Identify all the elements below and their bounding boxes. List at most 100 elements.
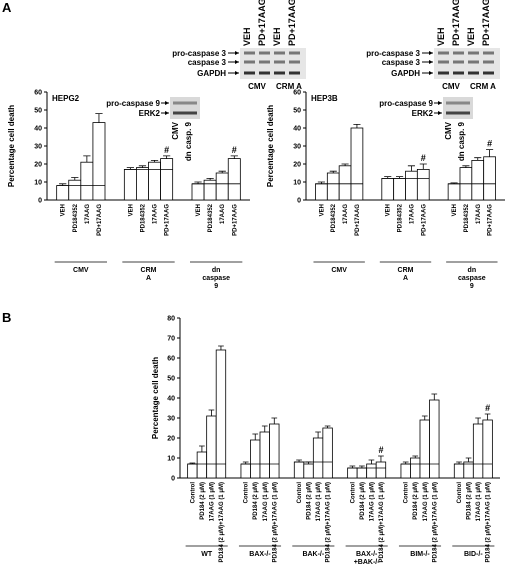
bar (227, 158, 241, 201)
error-bar (199, 445, 205, 452)
blot-band (453, 71, 464, 75)
blot-row-label: pro-caspase 3 (366, 49, 420, 58)
y-tick-label: 30 (293, 144, 301, 151)
error-bar (368, 459, 375, 464)
bar (269, 423, 280, 479)
group-label: CMV (73, 267, 89, 274)
bar (472, 423, 484, 479)
group-label: dn caspase 9 (458, 267, 486, 290)
bar (312, 437, 324, 479)
x-tick-label: 17AAG (476, 204, 482, 224)
blot-band (438, 60, 449, 64)
x-tick-label: VEH (386, 204, 392, 216)
y-axis-label: Percentage cell death (266, 105, 275, 187)
error-bar (208, 409, 215, 416)
group-label: BAK-/- (302, 551, 324, 558)
bar (416, 168, 430, 201)
bar (429, 399, 440, 479)
bar (350, 127, 364, 201)
y-tick-label: 10 (293, 180, 301, 187)
bar (381, 177, 395, 201)
blot-band (483, 71, 494, 75)
blot (443, 97, 473, 119)
blot-group-label: CRM A (276, 82, 302, 91)
x-tick-label: PD184352 (140, 203, 146, 232)
x-tick-label: 17AAG (1 μM) (263, 482, 269, 521)
blot (170, 97, 200, 119)
x-tick-label: PD+17AAG (97, 204, 103, 236)
error-bar (71, 177, 79, 181)
blot-band (289, 60, 300, 64)
group-label: CMV (331, 267, 347, 274)
x-tick-label: 17AAG (85, 204, 91, 224)
blot-lane-label: CMV (171, 121, 180, 139)
arrow-head (235, 51, 239, 55)
error-bar (419, 163, 427, 170)
annotation: # (164, 145, 169, 155)
blot-band (483, 60, 494, 64)
blot-row-label: caspase 3 (382, 58, 421, 67)
bar (215, 172, 229, 201)
bar (483, 156, 496, 201)
y-tick-label: 50 (34, 108, 42, 115)
group-label: WT (201, 551, 213, 558)
x-tick-label: Control (350, 482, 356, 504)
x-tick-label: PD184352 (331, 203, 337, 232)
group-label: BAX-/- (249, 551, 271, 558)
bar (68, 179, 82, 201)
bar (338, 165, 352, 201)
y-tick-label: 20 (34, 162, 42, 169)
error-bar (475, 417, 481, 424)
y-tick-label: 20 (167, 436, 175, 443)
blot-band (244, 51, 255, 55)
x-tick-label: 17AAG (343, 204, 349, 224)
error-bar (462, 165, 470, 168)
error-bar (150, 160, 159, 163)
blot-row-label: ERK2 (412, 109, 434, 118)
arrow-head (165, 101, 169, 105)
bar (419, 419, 430, 479)
error-bar (412, 455, 419, 458)
x-tick-label: PD184352 (208, 203, 214, 232)
chart-title: HEPG2 (52, 94, 80, 103)
error-bar (431, 393, 438, 400)
group-label: dn caspase 9 (202, 267, 230, 290)
y-tick-label: 30 (167, 416, 175, 423)
x-tick-label: PD+17AAG (232, 204, 238, 236)
bar (356, 467, 368, 479)
blot-band (446, 101, 470, 105)
bar (240, 463, 251, 479)
bar (80, 161, 94, 201)
y-tick-label: 70 (167, 336, 175, 343)
x-tick-label: 17AAG (153, 204, 159, 224)
bar (293, 461, 305, 479)
x-tick-label: 17AAG (1 μM) (476, 482, 482, 521)
blot-row-label: GAPDH (391, 69, 420, 78)
blot-band (259, 71, 270, 75)
error-bar (163, 155, 171, 159)
bar (410, 457, 421, 479)
bar (215, 349, 227, 479)
error-bar (261, 425, 268, 432)
arrow-head (438, 101, 442, 105)
blot-band (289, 71, 300, 75)
x-tick-label: PD184 (2 μM) (413, 482, 419, 520)
x-tick-label: 17AAG (1 μM) (423, 482, 429, 521)
annotation: # (421, 153, 426, 163)
blot-band (244, 60, 255, 64)
blot-row-label: pro-caspase 9 (106, 99, 160, 108)
annotation: # (485, 403, 490, 413)
bar (326, 172, 340, 201)
bar (400, 463, 411, 479)
group-label: CRM A (141, 267, 157, 282)
bar (56, 185, 70, 201)
blot-row-label: pro-caspase 3 (172, 49, 226, 58)
blot-lane-label: dn casp. 9 (184, 121, 193, 161)
chart-title: HEP3B (311, 94, 338, 103)
x-tick-label: VEH (128, 204, 134, 216)
x-tick-label: PD184 (2 μM) (253, 482, 259, 520)
error-bar (324, 425, 331, 428)
error-bar (218, 345, 224, 350)
y-tick-label: 40 (167, 396, 175, 403)
y-axis-label: Percentage cell death (151, 357, 160, 439)
